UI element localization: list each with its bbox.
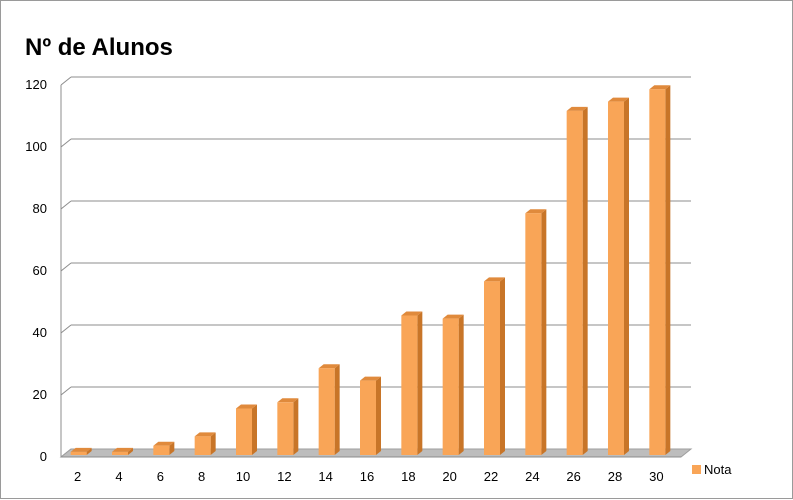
bar: [318, 364, 340, 455]
bar-front: [153, 445, 170, 455]
bar-side: [458, 314, 464, 455]
x-tick-label: 4: [115, 469, 122, 484]
bar-top: [401, 311, 423, 316]
bar-top: [484, 277, 505, 282]
bars: [70, 85, 671, 456]
bar-top: [70, 447, 92, 452]
bar: [112, 447, 133, 455]
bar-top: [153, 441, 175, 446]
bar-front: [70, 451, 87, 455]
bar-side: [293, 398, 299, 455]
x-tick-label: 16: [360, 469, 374, 484]
x-tick-label: 26: [566, 469, 580, 484]
bar-top: [608, 97, 629, 102]
y-axis-ticks: 0 20 40 60 80 100 120: [25, 77, 47, 464]
bar-side: [417, 311, 423, 455]
bar-front: [484, 281, 500, 455]
bar-front: [112, 451, 128, 455]
bar-side: [624, 97, 629, 455]
chart-title: Nº de Alunos: [25, 34, 173, 61]
bar-front: [277, 402, 294, 455]
bar-front: [401, 315, 418, 455]
y-tick-label: 100: [25, 139, 47, 154]
y-tick-label: 40: [33, 325, 47, 340]
x-tick-label: 22: [484, 469, 498, 484]
x-tick-label: 28: [608, 469, 622, 484]
x-tick-label: 8: [198, 469, 205, 484]
bar-side: [582, 106, 588, 456]
bar-front: [608, 101, 624, 455]
bar-top: [277, 398, 299, 403]
y-tick-label: 80: [33, 201, 47, 216]
legend: Nota: [692, 462, 732, 477]
bar: [153, 441, 175, 455]
bar-front: [442, 318, 459, 455]
x-tick-label: 18: [401, 469, 415, 484]
gridline-wall: [60, 138, 72, 148]
bar: [566, 106, 588, 456]
bar-side: [169, 441, 175, 455]
bar-top: [236, 404, 257, 409]
bar: [277, 398, 299, 455]
gridline-wall: [60, 386, 72, 396]
bar-front: [318, 368, 335, 455]
bar: [70, 447, 92, 455]
x-axis-ticks: 2 4 6 8 10 12 14 16 18 20 22 24 26 28 30: [74, 469, 664, 484]
y-tick-label: 120: [25, 77, 47, 92]
legend-swatch: [692, 465, 701, 474]
x-tick-label: 24: [525, 469, 539, 484]
bar-side: [128, 447, 133, 455]
bar-front: [566, 110, 583, 456]
bar: [484, 277, 505, 455]
bar-top: [566, 106, 588, 111]
bar-side: [541, 209, 547, 455]
y-tick-label: 60: [33, 263, 47, 278]
gridline-wall: [60, 262, 72, 272]
bar: [525, 209, 547, 455]
bar: [194, 432, 216, 455]
bar-side: [376, 376, 381, 455]
bar-side: [86, 447, 92, 455]
x-tick-label: 20: [442, 469, 456, 484]
bar-front: [194, 436, 211, 455]
bar: [401, 311, 423, 455]
legend-item: Nota: [692, 462, 732, 477]
bar-side: [334, 364, 340, 455]
x-tick-label: 10: [236, 469, 250, 484]
legend-label: Nota: [704, 462, 732, 477]
x-tick-label: 30: [649, 469, 663, 484]
bar-front: [525, 213, 542, 455]
gridline-wall: [60, 324, 72, 334]
bar-top: [194, 432, 216, 437]
bar-side: [500, 277, 505, 455]
bar-side: [210, 432, 216, 455]
bar-front: [649, 89, 666, 455]
x-tick-label: 2: [74, 469, 81, 484]
bar: [608, 97, 629, 455]
gridline-wall: [60, 200, 72, 210]
y-tick-label: 20: [33, 387, 47, 402]
bar-top: [442, 314, 464, 319]
gridline-wall: [60, 76, 72, 86]
x-tick-label: 6: [157, 469, 164, 484]
x-tick-label: 12: [277, 469, 291, 484]
bar-top: [360, 376, 381, 381]
bar: [649, 85, 671, 455]
bar-top: [112, 447, 133, 452]
y-tick-label: 0: [40, 449, 47, 464]
bar-side: [665, 85, 671, 455]
bar-top: [525, 209, 547, 214]
bar: [236, 404, 257, 455]
bar-side: [252, 404, 257, 455]
bar-top: [649, 85, 671, 90]
bar: [360, 376, 381, 455]
x-tick-label: 14: [318, 469, 332, 484]
bar-top: [318, 364, 340, 369]
bar: [442, 314, 464, 455]
bar-front: [360, 380, 376, 455]
bar-front: [236, 408, 252, 455]
